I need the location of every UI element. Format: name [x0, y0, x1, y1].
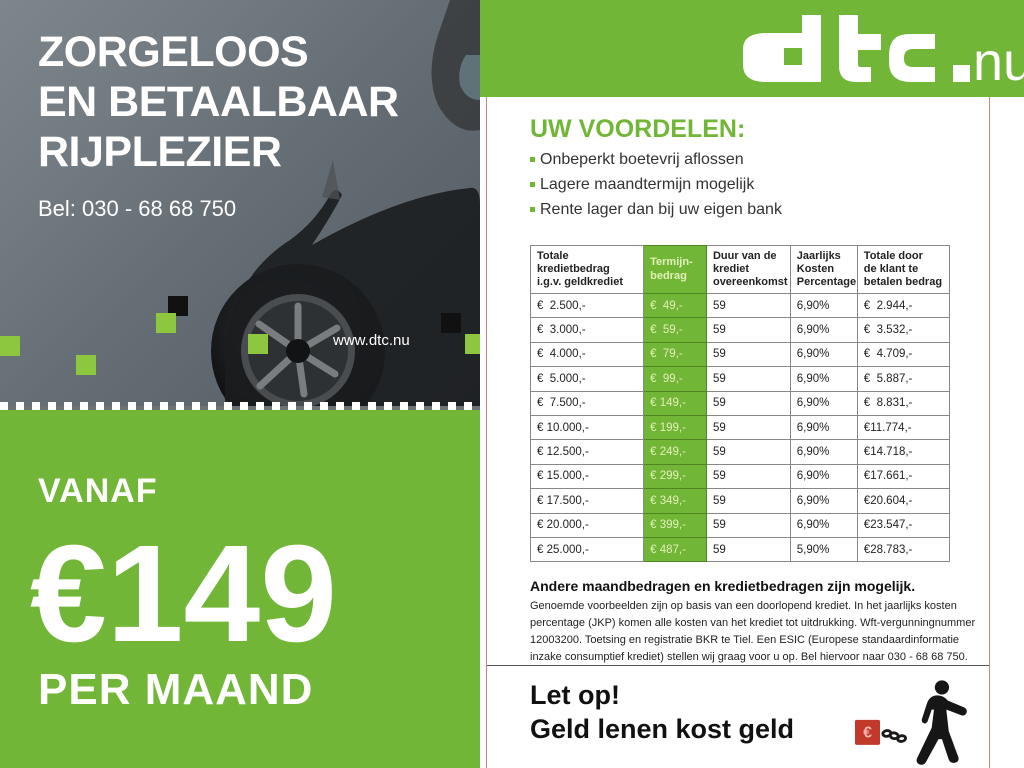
- svg-text:€: €: [863, 724, 872, 741]
- svg-text:nu: nu: [973, 32, 1024, 92]
